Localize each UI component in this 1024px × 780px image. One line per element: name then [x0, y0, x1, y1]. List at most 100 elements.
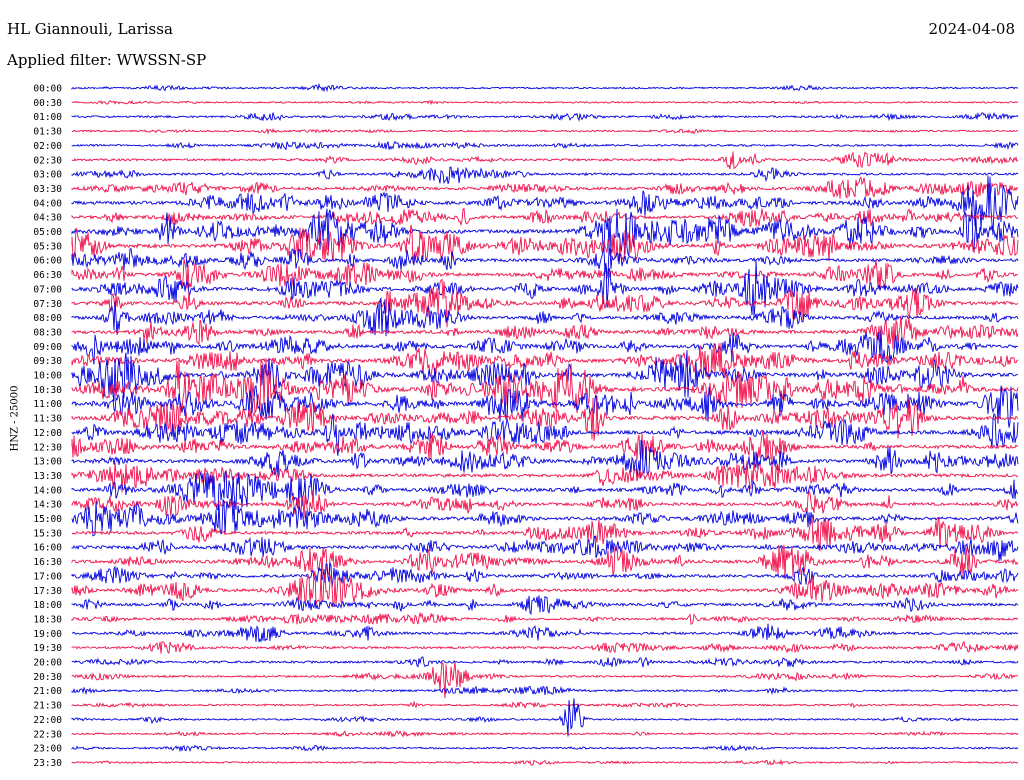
trace-row-18:00 [71, 595, 1019, 616]
trace-row-03:30 [71, 176, 1019, 199]
trace-row-15:30 [71, 516, 1019, 552]
trace-row-03:00 [71, 166, 1019, 185]
trace-row-21:30 [71, 700, 1019, 709]
row-time-label: 13:00 [33, 457, 62, 468]
trace-row-01:30 [71, 127, 1019, 135]
trace-row-15:00 [71, 498, 1019, 537]
trace-row-02:00 [71, 140, 1019, 151]
trace-row-19:00 [71, 623, 1019, 643]
trace-row-11:00 [71, 384, 1019, 428]
trace-row-00:30 [71, 99, 1019, 106]
row-time-label: 18:00 [33, 600, 62, 611]
trace-row-14:30 [71, 489, 1019, 519]
date-label: 2024-04-08 [928, 20, 1015, 38]
trace-row-08:30 [71, 315, 1019, 350]
trace-row-07:00 [71, 260, 1019, 318]
row-time-label: 22:00 [33, 715, 62, 726]
row-time-label: 10:00 [33, 371, 62, 382]
trace-row-16:00 [71, 535, 1019, 562]
row-time-label: 15:30 [33, 528, 62, 539]
row-time-label: 01:00 [33, 112, 62, 123]
row-time-label: 00:00 [33, 84, 62, 95]
row-time-label: 20:00 [33, 658, 62, 669]
trace-row-01:00 [71, 111, 1019, 122]
row-time-label: 20:30 [33, 672, 62, 683]
row-time-label: 19:30 [33, 643, 62, 654]
filter-label: Applied filter: WWSSN-SP [7, 51, 207, 69]
row-time-label: 11:30 [33, 414, 62, 425]
trace-row-08:00 [71, 296, 1019, 337]
trace-row-20:00 [71, 656, 1019, 668]
trace-row-23:00 [71, 744, 1019, 753]
trace-row-14:00 [71, 470, 1019, 511]
row-time-label: 04:00 [33, 198, 62, 209]
row-time-label: 21:00 [33, 686, 62, 697]
trace-row-23:30 [71, 758, 1019, 766]
trace-row-10:00 [71, 350, 1019, 402]
row-time-label: 17:00 [33, 571, 62, 582]
row-time-label: 10:30 [33, 385, 62, 396]
row-time-label: 22:30 [33, 729, 62, 740]
row-time-label: 13:30 [33, 471, 62, 482]
trace-row-13:30 [71, 460, 1019, 493]
trace-row-19:30 [71, 640, 1019, 654]
row-time-label: 01:30 [33, 127, 62, 138]
trace-row-16:30 [71, 544, 1019, 580]
trace-row-00:00 [71, 82, 1019, 93]
trace-row-02:30 [71, 151, 1019, 170]
row-time-label: 18:30 [33, 614, 62, 625]
row-time-label: 21:30 [33, 701, 62, 712]
row-time-label: 08:30 [33, 327, 62, 338]
row-time-label: 15:00 [33, 514, 62, 525]
trace-row-17:00 [71, 562, 1019, 588]
trace-row-06:00 [71, 247, 1019, 275]
row-time-label: 12:00 [33, 428, 62, 439]
row-time-label: 00:30 [33, 98, 62, 109]
row-time-label: 03:30 [33, 184, 62, 195]
trace-row-10:30 [71, 359, 1019, 417]
trace-row-21:00 [71, 685, 1019, 696]
trace-row-09:00 [71, 329, 1019, 365]
row-time-label: 23:30 [33, 758, 62, 769]
row-time-label: 17:30 [33, 586, 62, 597]
trace-row-13:00 [71, 439, 1019, 479]
row-time-label: 08:00 [33, 313, 62, 324]
trace-row-18:30 [71, 611, 1019, 625]
row-time-label: 05:00 [33, 227, 62, 238]
row-time-label: 11:00 [33, 399, 62, 410]
row-time-label: 09:30 [33, 356, 62, 367]
station-title: HL Giannouli, Larissa [7, 20, 173, 38]
row-time-label: 09:00 [33, 342, 62, 353]
row-time-label: 06:30 [33, 270, 62, 281]
row-time-label: 19:00 [33, 629, 62, 640]
trace-row-07:30 [71, 278, 1019, 328]
row-time-label: 14:00 [33, 485, 62, 496]
trace-row-09:30 [71, 342, 1019, 380]
trace-row-04:30 [71, 207, 1019, 228]
row-time-label: 14:30 [33, 500, 62, 511]
row-time-label: 04:30 [33, 213, 62, 224]
trace-row-04:00 [71, 175, 1019, 235]
row-time-label: 06:00 [33, 256, 62, 267]
row-time-label: 03:00 [33, 170, 62, 181]
trace-row-05:30 [71, 224, 1019, 264]
trace-row-17:30 [71, 570, 1019, 608]
row-time-label: 23:00 [33, 744, 62, 755]
trace-row-05:00 [71, 207, 1019, 257]
trace-row-11:30 [71, 395, 1019, 441]
row-time-label: 05:30 [33, 241, 62, 252]
row-time-label: 02:30 [33, 155, 62, 166]
row-time-label: 07:30 [33, 299, 62, 310]
row-time-label: 16:30 [33, 557, 62, 568]
trace-row-20:30 [71, 662, 1019, 699]
row-time-label: 02:00 [33, 141, 62, 152]
trace-row-22:00 [71, 698, 1019, 737]
trace-row-22:30 [71, 729, 1019, 738]
row-time-label: 16:00 [33, 543, 62, 554]
row-time-label: 12:30 [33, 442, 62, 453]
trace-row-12:30 [71, 429, 1019, 463]
trace-row-06:30 [71, 258, 1019, 290]
row-time-label: 07:00 [33, 284, 62, 295]
trace-row-12:00 [71, 413, 1019, 456]
